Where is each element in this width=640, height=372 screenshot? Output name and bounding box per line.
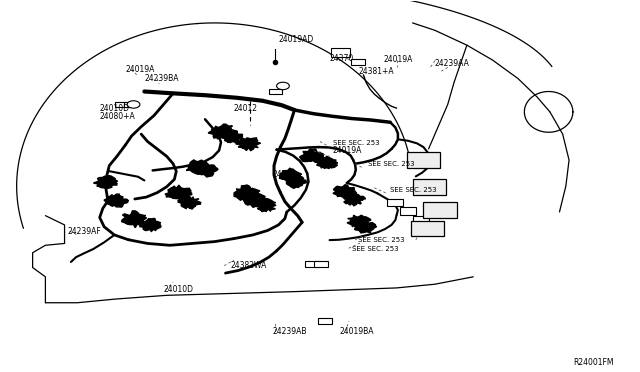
Bar (424, 202, 457, 218)
Polygon shape (186, 160, 211, 174)
Text: SEE SEC. 253: SEE SEC. 253 (368, 161, 415, 167)
Polygon shape (195, 164, 218, 177)
Text: 24019A: 24019A (125, 65, 155, 74)
Text: 24010D: 24010D (100, 104, 130, 113)
Polygon shape (355, 221, 377, 233)
Text: SEE SEC. 253: SEE SEC. 253 (352, 246, 399, 252)
Text: 24239AA: 24239AA (435, 59, 470, 68)
Polygon shape (333, 185, 356, 199)
Bar (351, 58, 365, 65)
Text: 24239AB: 24239AB (272, 327, 307, 336)
Bar (318, 318, 332, 324)
Text: SEE SEC. 253: SEE SEC. 253 (358, 237, 405, 243)
Polygon shape (234, 185, 260, 202)
Polygon shape (347, 215, 371, 228)
Polygon shape (243, 194, 266, 207)
Bar (411, 221, 444, 236)
Text: 24019BA: 24019BA (339, 327, 374, 336)
Polygon shape (208, 124, 237, 139)
Bar (400, 208, 416, 215)
Text: 24012: 24012 (234, 104, 258, 113)
Bar (387, 199, 403, 206)
Text: 24019AD: 24019AD (278, 35, 314, 44)
Polygon shape (178, 196, 201, 209)
Text: 24270: 24270 (272, 170, 296, 179)
Text: R24001FM: R24001FM (573, 357, 614, 366)
Text: 24010D: 24010D (164, 285, 193, 294)
Polygon shape (236, 138, 260, 151)
Text: 24239BA: 24239BA (145, 74, 179, 83)
Circle shape (127, 101, 140, 108)
Bar (269, 89, 282, 94)
Circle shape (276, 82, 289, 90)
Bar (407, 152, 440, 168)
Bar (413, 217, 429, 224)
Polygon shape (344, 192, 365, 206)
Polygon shape (220, 131, 243, 143)
Polygon shape (140, 218, 161, 231)
Bar (115, 102, 127, 107)
Text: 24239AF: 24239AF (68, 227, 102, 236)
Bar (124, 102, 136, 107)
Polygon shape (300, 149, 324, 163)
Text: 24381+A: 24381+A (358, 67, 394, 76)
Bar (305, 261, 319, 267)
Polygon shape (104, 194, 129, 207)
Text: SEE SEC. 253: SEE SEC. 253 (333, 140, 380, 146)
Text: 24370: 24370 (330, 54, 354, 62)
Bar (331, 48, 350, 57)
Polygon shape (122, 211, 147, 228)
Polygon shape (165, 185, 192, 201)
Text: SEE SEC. 253: SEE SEC. 253 (390, 187, 437, 193)
Polygon shape (93, 176, 118, 189)
Polygon shape (317, 156, 338, 169)
Text: 24019A: 24019A (384, 55, 413, 64)
Text: 24019A: 24019A (333, 146, 362, 155)
Bar (413, 179, 447, 195)
Polygon shape (279, 168, 301, 183)
Polygon shape (285, 176, 307, 188)
Text: 24382WA: 24382WA (230, 261, 267, 270)
Text: 24080+A: 24080+A (100, 112, 136, 121)
Polygon shape (254, 199, 276, 212)
Bar (314, 261, 328, 267)
